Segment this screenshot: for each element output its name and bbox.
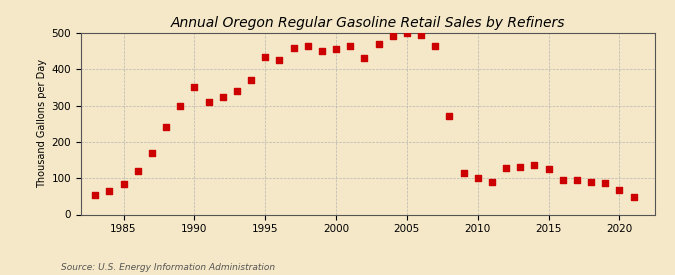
Point [246, 78, 256, 82]
Point [302, 43, 313, 48]
Point [274, 58, 285, 62]
Point [628, 195, 639, 199]
Point [529, 163, 540, 168]
Point [487, 180, 497, 184]
Point [501, 166, 512, 170]
Point [515, 165, 526, 169]
Point [146, 151, 157, 155]
Point [387, 33, 398, 38]
Point [232, 89, 242, 93]
Point [189, 85, 200, 90]
Point [345, 43, 356, 48]
Point [118, 182, 129, 186]
Point [558, 178, 568, 182]
Point [161, 125, 171, 130]
Point [203, 100, 214, 104]
Point [430, 43, 441, 48]
Point [572, 178, 583, 182]
Text: Source: U.S. Energy Information Administration: Source: U.S. Energy Information Administ… [61, 263, 275, 272]
Point [543, 167, 554, 171]
Point [416, 33, 427, 37]
Point [331, 47, 342, 51]
Point [444, 114, 455, 119]
Point [104, 189, 115, 193]
Point [614, 188, 625, 192]
Point [260, 54, 271, 59]
Point [132, 169, 143, 173]
Point [458, 170, 469, 175]
Point [217, 94, 228, 99]
Point [600, 180, 611, 185]
Point [90, 192, 101, 197]
Point [317, 49, 327, 53]
Point [175, 103, 186, 108]
Title: Annual Oregon Regular Gasoline Retail Sales by Refiners: Annual Oregon Regular Gasoline Retail Sa… [171, 16, 565, 31]
Point [288, 45, 299, 50]
Point [373, 42, 384, 46]
Point [359, 56, 370, 60]
Y-axis label: Thousand Gallons per Day: Thousand Gallons per Day [38, 59, 47, 188]
Point [472, 176, 483, 180]
Point [402, 31, 412, 35]
Point [586, 180, 597, 184]
